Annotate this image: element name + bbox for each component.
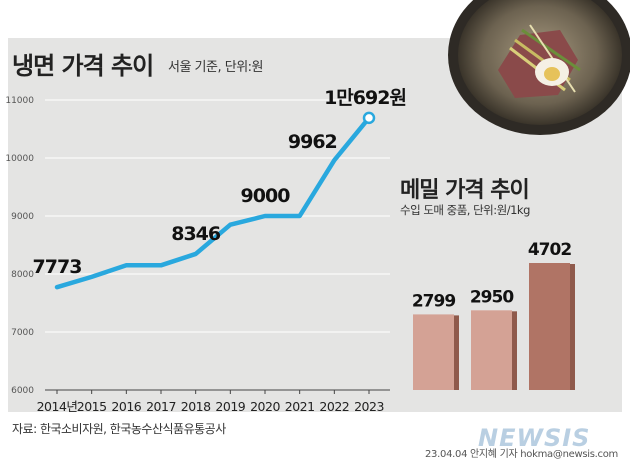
bar-side — [512, 311, 517, 390]
x-tick-label: 2022 — [319, 399, 349, 414]
bar-value-label: 4702 — [528, 240, 571, 260]
x-tick-label: 2015 — [77, 399, 107, 414]
x-tick-label: 2019 — [215, 399, 245, 414]
data-label: 9000 — [241, 185, 291, 207]
y-tick-label: 7000 — [11, 328, 34, 338]
price-line — [54, 115, 372, 290]
y-tick-label: 10000 — [5, 154, 34, 164]
source-note: 자료: 한국소비자원, 한국농수산식품유통공사 — [12, 422, 226, 436]
newsis-watermark: NEWSIS — [478, 424, 591, 452]
x-tick-label: 2023 — [354, 399, 384, 414]
bar — [471, 310, 512, 390]
x-tick-label: 2014년 — [37, 399, 78, 414]
chart-unit: 서울 기준, 단위:원 — [168, 60, 264, 75]
x-tick-label: 2018 — [181, 399, 211, 414]
bars: 2799 2950 4702 — [412, 240, 575, 390]
buckwheat-chart-title: 메밀 가격 추이 — [400, 178, 530, 203]
y-tick-label: 11000 — [5, 96, 34, 106]
bar-value-label: 2799 — [412, 291, 455, 311]
bar-side — [454, 315, 459, 390]
bar — [529, 263, 570, 390]
bar-value-label: 2950 — [470, 287, 514, 307]
data-label: 1만692원 — [324, 87, 406, 109]
bar-side — [570, 264, 575, 390]
x-tick-label: 2016 — [111, 399, 141, 414]
x-tick-label: 2020 — [250, 399, 280, 414]
chart-title: 냉면 가격 추이 — [12, 52, 154, 80]
y-tick-label: 9000 — [11, 212, 34, 222]
x-tick-label: 2017 — [146, 399, 176, 414]
x-tick-label: 2021 — [285, 399, 315, 414]
y-tick-label: 6000 — [11, 386, 34, 396]
bar — [413, 314, 454, 390]
data-labels: 7773 8346 9000 9962 1만692원 — [33, 87, 407, 278]
buckwheat-chart-unit: 수입 도매 중품, 단위:원/1kg — [400, 203, 530, 217]
y-tick-label: 8000 — [11, 270, 34, 280]
byline: 23.04.04 안지혜 기자 hokma@newsis.com — [425, 449, 618, 460]
naengmyeon-bowl-photo — [448, 0, 630, 135]
x-axis: 2014년 2015 2016 2017 2018 2019 2020 2021 2022 202… — [37, 389, 390, 414]
price-series — [54, 111, 376, 290]
data-label: 9962 — [288, 131, 337, 153]
data-label: 8346 — [171, 223, 221, 245]
data-label: 7773 — [33, 256, 82, 278]
latest-point-marker — [362, 111, 376, 125]
